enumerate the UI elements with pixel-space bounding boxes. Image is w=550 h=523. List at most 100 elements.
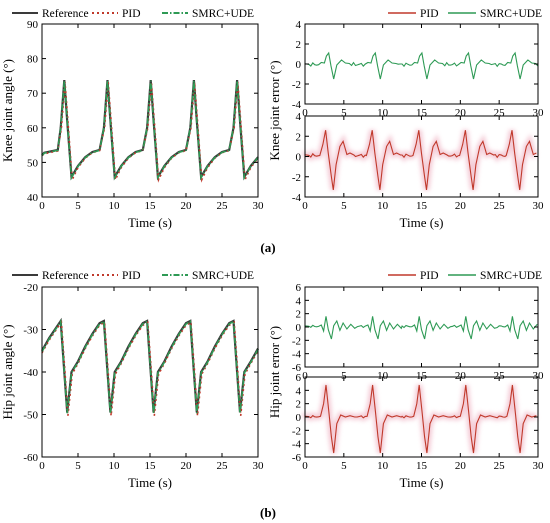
legend-entry: PID xyxy=(420,270,439,282)
legend-entry: Reference xyxy=(42,8,89,20)
y-axis-label: Hip joint error (°) xyxy=(267,326,282,418)
x-tick-label: 0 xyxy=(302,460,308,472)
y-tick-label: 0 xyxy=(296,59,302,71)
y-tick-label: 60 xyxy=(27,123,39,135)
x-tick-label: 30 xyxy=(253,460,265,472)
y-tick-label: -4 xyxy=(292,439,302,451)
x-tick-label: 0 xyxy=(39,200,45,212)
legend-entry: SMRC+UDE xyxy=(192,8,254,20)
x-tick-label: 25 xyxy=(217,200,229,212)
x-tick-label: 25 xyxy=(494,107,506,119)
legend-entry: Reference xyxy=(42,270,89,282)
y-tick-label: 6 xyxy=(296,372,302,384)
series-line xyxy=(41,318,259,414)
y-tick-label: 50 xyxy=(27,157,39,169)
plot-frame-top xyxy=(304,23,539,105)
x-tick-label: 5 xyxy=(341,107,347,119)
y-tick-label: 0 xyxy=(296,152,302,164)
y-axis-label: Hip joint angle (°) xyxy=(0,324,15,419)
x-tick-label: 20 xyxy=(181,200,193,212)
y-tick-label: 2 xyxy=(296,39,302,51)
x-tick-label: 0 xyxy=(302,200,308,212)
y-tick-label: 2 xyxy=(296,399,302,411)
plot-frame-bottom xyxy=(304,376,539,458)
x-tick-label: 25 xyxy=(494,200,506,212)
y-tick-label: 80 xyxy=(27,54,39,66)
x-tick-label: 15 xyxy=(416,460,428,472)
y-tick-label: -2 xyxy=(292,425,301,437)
panel-label-a: (a) xyxy=(260,240,275,255)
x-tick-label: 30 xyxy=(533,460,545,472)
x-tick-label: 30 xyxy=(253,200,265,212)
y-tick-label: 90 xyxy=(27,19,39,31)
legend-entry: PID xyxy=(122,8,141,20)
x-tick-label: 5 xyxy=(75,460,81,472)
x-tick-label: 0 xyxy=(302,370,308,382)
x-tick-label: 5 xyxy=(341,200,347,212)
y-axis-label: Knee joint error (°) xyxy=(267,60,282,160)
x-tick-label: 10 xyxy=(377,200,389,212)
y-tick-label: 4 xyxy=(296,385,302,397)
legend-entry: PID xyxy=(122,270,141,282)
x-tick-label: 15 xyxy=(416,200,428,212)
x-tick-label: 20 xyxy=(455,460,467,472)
y-tick-label: -20 xyxy=(23,282,38,294)
y-tick-label: 2 xyxy=(296,131,302,143)
x-tick-label: 10 xyxy=(377,460,389,472)
x-tick-label: 30 xyxy=(533,200,545,212)
x-tick-label: 5 xyxy=(341,370,347,382)
legend-entry: SMRC+UDE xyxy=(480,8,542,20)
x-tick-label: 30 xyxy=(533,107,545,119)
y-tick-label: 4 xyxy=(296,111,302,123)
series-line xyxy=(304,51,539,80)
x-tick-label: 15 xyxy=(145,200,157,212)
x-axis-label: Time (s) xyxy=(128,475,172,490)
series-line xyxy=(304,316,538,340)
x-tick-label: 15 xyxy=(145,460,157,472)
x-tick-label: 0 xyxy=(302,107,308,119)
y-tick-label: -6 xyxy=(292,452,302,464)
y-tick-label: -50 xyxy=(23,410,38,422)
x-tick-label: 20 xyxy=(455,370,467,382)
y-tick-label: -30 xyxy=(23,325,38,337)
series-line xyxy=(304,384,537,454)
x-tick-label: 30 xyxy=(533,370,545,382)
legend-entry: SMRC+UDE xyxy=(192,270,254,282)
y-tick-label: 0 xyxy=(296,412,302,424)
y-tick-label: -4 xyxy=(292,99,302,111)
y-tick-label: -2 xyxy=(292,172,301,184)
x-axis-label: Time (s) xyxy=(400,215,444,230)
y-tick-label: -4 xyxy=(292,349,302,361)
y-tick-label: -6 xyxy=(292,362,302,374)
x-tick-label: 20 xyxy=(455,200,467,212)
y-tick-label: 2 xyxy=(296,309,302,321)
y-tick-label: -2 xyxy=(292,79,301,91)
x-axis-label: Time (s) xyxy=(400,475,444,490)
legend-entry: SMRC+UDE xyxy=(480,270,542,282)
x-axis-label: Time (s) xyxy=(128,215,172,230)
x-tick-label: 0 xyxy=(39,460,45,472)
y-tick-label: -40 xyxy=(23,367,38,379)
plot-frame xyxy=(41,286,259,458)
x-tick-label: 10 xyxy=(377,370,389,382)
y-axis-label: Knee joint angle (°) xyxy=(0,59,15,162)
plot-frame-bottom xyxy=(304,115,539,198)
y-tick-label: 6 xyxy=(296,282,302,294)
y-tick-label: 0 xyxy=(296,322,302,334)
legend-entry: PID xyxy=(420,8,439,20)
y-tick-label: 40 xyxy=(27,192,39,204)
y-tick-label: -2 xyxy=(292,335,301,347)
plot-frame-top xyxy=(304,286,539,368)
x-tick-label: 5 xyxy=(341,460,347,472)
y-tick-label: 4 xyxy=(296,19,302,31)
x-tick-label: 20 xyxy=(455,107,467,119)
x-tick-label: 10 xyxy=(377,107,389,119)
y-tick-label: 70 xyxy=(27,88,39,100)
x-tick-label: 5 xyxy=(75,200,81,212)
x-tick-label: 15 xyxy=(416,107,428,119)
x-tick-label: 25 xyxy=(494,460,506,472)
x-tick-label: 25 xyxy=(494,370,506,382)
